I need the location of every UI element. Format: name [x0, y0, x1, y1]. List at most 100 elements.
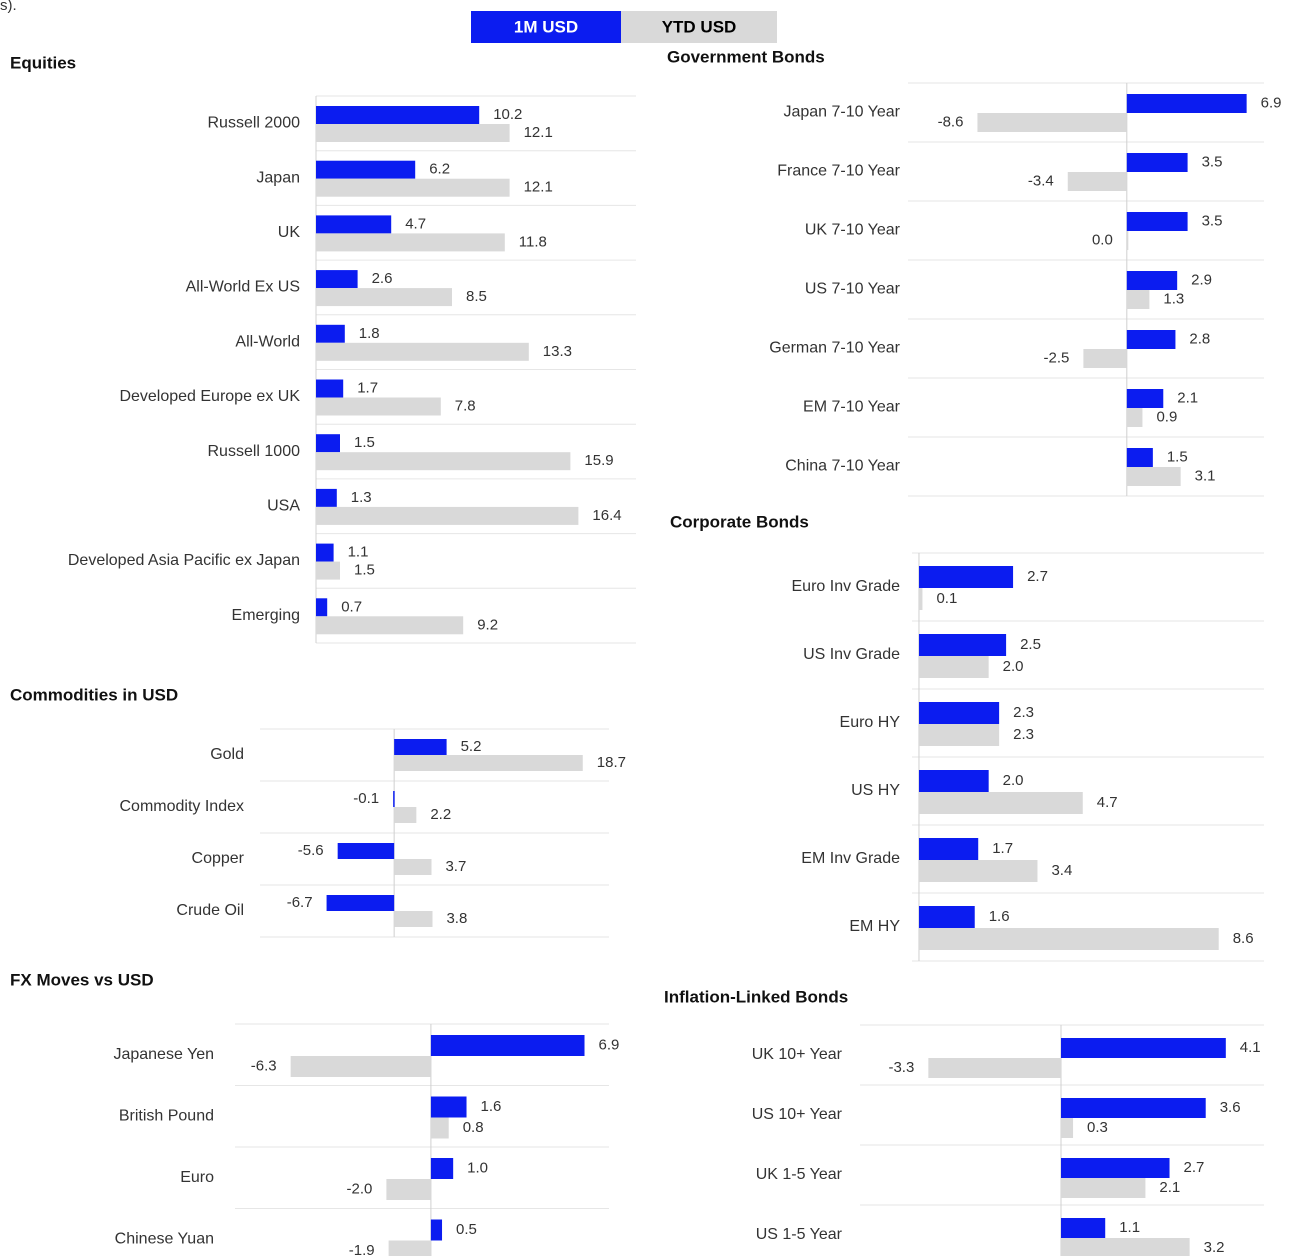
value-label: -0.1 [353, 790, 379, 807]
bar [1067, 172, 1127, 191]
value-label: 2.3 [1013, 726, 1034, 743]
category-label: Japan 7-10 Year [783, 104, 900, 121]
category-label: UK 7-10 Year [805, 222, 901, 239]
bar [918, 770, 989, 792]
bar [316, 561, 340, 580]
bar [388, 1240, 431, 1256]
bar [316, 598, 328, 617]
bar [430, 1117, 449, 1139]
bar [1126, 94, 1247, 113]
category-label: UK 10+ Year [752, 1046, 843, 1063]
category-label: US Inv Grade [803, 646, 900, 663]
bar [326, 895, 395, 911]
bar [1126, 389, 1164, 408]
category-label: France 7-10 Year [777, 163, 900, 180]
value-label: 1.8 [359, 325, 380, 342]
bar [1126, 271, 1178, 290]
bar [316, 324, 345, 343]
value-label: 2.7 [1184, 1159, 1205, 1176]
bar [1126, 212, 1188, 231]
value-label: 2.0 [1003, 772, 1024, 789]
bar [394, 807, 417, 823]
value-label: 2.3 [1013, 704, 1034, 721]
value-label: 6.9 [1261, 94, 1282, 111]
value-label: 3.1 [1195, 467, 1216, 484]
value-label: 2.5 [1020, 636, 1041, 653]
bar [918, 838, 979, 860]
bar [918, 928, 1219, 950]
chart-title: Inflation-Linked Bonds [664, 987, 848, 1006]
category-label: Russell 2000 [208, 115, 301, 132]
bar [918, 656, 989, 678]
value-label: -3.3 [888, 1059, 914, 1076]
value-label: 2.7 [1027, 568, 1048, 585]
bar [394, 911, 433, 927]
category-label: Commodity Index [120, 798, 245, 815]
bar [316, 288, 452, 307]
bar [1060, 1178, 1146, 1198]
value-label: 0.8 [463, 1119, 484, 1136]
value-label: 1.5 [1167, 448, 1188, 465]
value-label: 0.3 [1087, 1119, 1108, 1136]
value-label: 5.2 [461, 738, 482, 755]
bar [918, 566, 1014, 588]
bar [316, 379, 344, 398]
bar [1060, 1238, 1190, 1256]
value-label: 15.9 [584, 452, 613, 469]
value-label: 13.3 [543, 343, 572, 360]
value-label: 0.1 [936, 590, 957, 607]
value-label: 2.2 [430, 806, 451, 823]
chart-title: Government Bonds [667, 47, 825, 66]
bar [290, 1056, 431, 1077]
caption-fragment: s). [0, 0, 17, 14]
bar [394, 859, 432, 875]
bar [316, 233, 505, 252]
bar [316, 543, 334, 562]
value-label: -5.6 [298, 842, 324, 859]
category-label: Copper [192, 850, 245, 867]
category-label: Euro Inv Grade [792, 578, 901, 595]
value-label: -3.4 [1028, 172, 1054, 189]
category-label: Euro HY [840, 714, 901, 731]
value-label: -6.7 [287, 894, 313, 911]
bar [316, 452, 571, 471]
bar [1126, 231, 1129, 250]
value-label: 1.7 [357, 379, 378, 396]
value-label: 18.7 [597, 754, 626, 771]
category-label: Euro [180, 1169, 214, 1186]
bar [1083, 349, 1127, 368]
category-label: Chinese Yuan [115, 1230, 214, 1247]
value-label: 2.1 [1159, 1179, 1180, 1196]
category-label: EM HY [849, 918, 900, 935]
legend-label: YTD USD [662, 17, 737, 36]
bar [1060, 1038, 1226, 1058]
category-label: All-World [235, 333, 300, 350]
value-label: 9.2 [477, 616, 498, 633]
value-label: 3.6 [1220, 1099, 1241, 1116]
legend-swatch [621, 11, 777, 43]
bar [316, 270, 358, 289]
bar [386, 1179, 431, 1200]
value-label: 0.9 [1156, 408, 1177, 425]
bar [1126, 408, 1143, 427]
bar [430, 1158, 454, 1179]
bar [918, 588, 923, 610]
chart-title: Commodities in USD [10, 685, 178, 704]
value-label: -2.0 [347, 1180, 373, 1197]
bar [1126, 153, 1188, 172]
value-label: -2.5 [1044, 349, 1070, 366]
category-label: German 7-10 Year [769, 340, 900, 357]
value-label: 12.1 [524, 124, 553, 141]
chart-title: Corporate Bonds [670, 512, 809, 531]
value-label: 2.8 [1189, 330, 1210, 347]
bar [1060, 1098, 1206, 1118]
value-label: 4.7 [405, 215, 426, 232]
bar [316, 434, 340, 453]
value-label: 12.1 [524, 179, 553, 196]
value-label: 1.1 [1119, 1219, 1140, 1236]
bar [316, 397, 441, 416]
bar [1060, 1218, 1106, 1238]
bar [430, 1096, 467, 1118]
category-label: US HY [851, 782, 900, 799]
value-label: 4.7 [1097, 794, 1118, 811]
